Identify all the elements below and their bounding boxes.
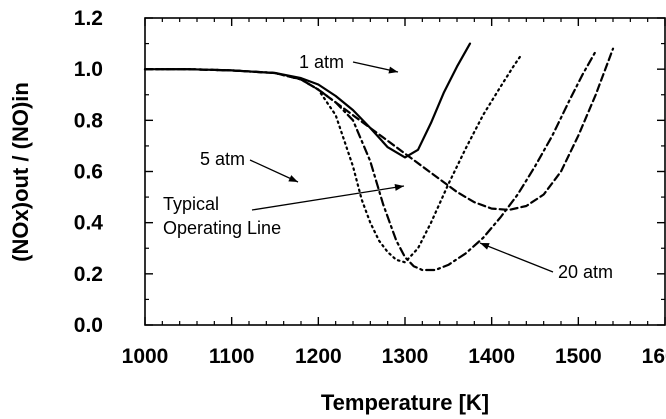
y-tick-label: 0.6: [74, 161, 103, 184]
annotation-20-atm: 20 atm: [558, 262, 613, 282]
y-tick-label: 1.2: [74, 7, 103, 30]
x-tick-label: 1200: [295, 345, 342, 368]
axis-ticks: [144, 17, 666, 326]
y-tick-labels: 0.0 0.2 0.4 0.6 0.8 1.0 1.2: [74, 7, 104, 337]
annotation-1-atm: 1 atm: [299, 52, 344, 72]
annotation-typical: Typical: [163, 194, 219, 214]
x-tick-label: 1500: [555, 345, 602, 368]
arrow-5-atm-head: [288, 175, 298, 182]
arrow-typical-operating-line: [251, 185, 405, 211]
y-tick-label: 0.8: [74, 109, 104, 132]
x-tick-label: 1100: [209, 345, 255, 368]
x-tick-label: 1000: [122, 345, 169, 368]
y-tick-label: 0.2: [74, 263, 103, 286]
x-tick-labels: 1000 1100 1200 1300 1400 1500 1600: [122, 345, 666, 368]
arrow-20-atm-head: [480, 243, 490, 250]
x-tick-label: 1300: [382, 345, 429, 368]
annotation-5-atm: 5 atm: [200, 149, 245, 169]
x-tick-label: 1400: [468, 345, 515, 368]
arrow-20-atm: [479, 242, 554, 273]
x-axis-title: Temperature [K]: [321, 390, 489, 415]
y-axis-title: (NOx)out / (NO)in: [8, 82, 33, 262]
series-line-20-atm: [143, 50, 597, 272]
series-line-typical-operating-line: [143, 47, 615, 211]
series-lines: [143, 42, 615, 272]
arrow-typical-operating-line-head: [394, 183, 404, 191]
y-tick-label: 0.4: [74, 212, 104, 235]
y-tick-label: 0.0: [74, 314, 103, 337]
arrow-1-atm-head: [388, 66, 398, 74]
y-tick-label: 1.0: [74, 58, 103, 81]
annotation-arrows: [249, 61, 554, 273]
x-tick-label: 1600: [642, 345, 666, 368]
annotation-operating-line: Operating Line: [163, 218, 281, 238]
